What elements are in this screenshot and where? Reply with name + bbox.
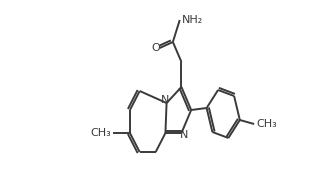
Text: N: N	[160, 95, 169, 105]
Text: NH₂: NH₂	[182, 15, 203, 25]
Text: N: N	[180, 130, 188, 140]
Text: CH₃: CH₃	[256, 119, 277, 129]
Text: O: O	[151, 43, 160, 53]
Text: CH₃: CH₃	[90, 128, 111, 138]
